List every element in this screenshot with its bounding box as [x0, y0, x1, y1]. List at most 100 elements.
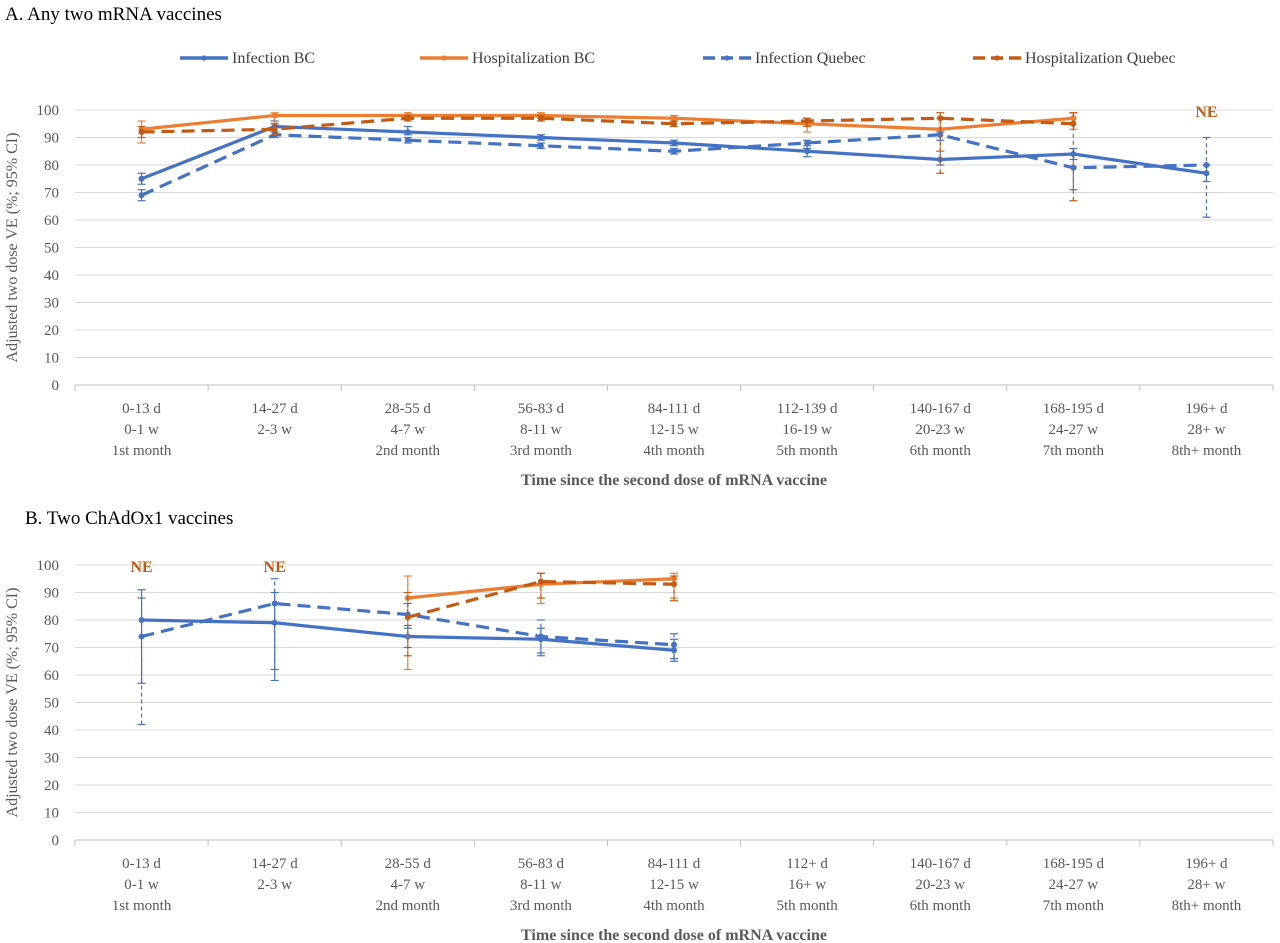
chart-legend: Infection BC Hospitalization BC Infection … [180, 50, 1176, 67]
data-point [1070, 120, 1077, 127]
y-tick-label: 90 [44, 586, 59, 602]
data-point [138, 129, 145, 135]
legend-item-hospitalization-bc: Hospitalization BC [420, 50, 595, 67]
x-tick-label: 2-3 w [257, 422, 292, 438]
x-axis-category-ticks [74, 840, 1274, 846]
legend-item-infection-bc: Infection BC [180, 50, 315, 67]
data-point [1070, 115, 1077, 122]
legend-item-hospitalization-quebec: Hospitalization Quebec [973, 50, 1176, 67]
x-tick-label: 2nd month [375, 898, 440, 914]
y-tick-label: 30 [44, 751, 59, 767]
x-tick-label: 112+ d [786, 856, 828, 872]
x-tick-label: 4-7 w [390, 877, 425, 893]
y-tick-label: 60 [44, 668, 59, 684]
y-tick-label: 80 [44, 613, 59, 629]
data-point [671, 120, 677, 127]
panel-a-chart: A. Any two mRNA vaccines 0 10 20 30 40 50 60 70 8… [4, 4, 1274, 489]
ne-annotation: NE [130, 559, 152, 576]
ne-annotation: NE [1195, 104, 1217, 121]
x-tick-label: 28-55 d [385, 856, 432, 872]
x-tick-label: 1st month [112, 898, 172, 914]
x-tick-label: 56-83 d [518, 856, 565, 872]
y-axis-ticks: 0 10 20 30 40 50 60 70 80 90 100 [37, 558, 60, 849]
data-point [1203, 162, 1210, 168]
x-tick-label: 0-1 w [124, 422, 159, 438]
x-tick-label: 5th month [776, 443, 838, 459]
data-point [404, 614, 411, 621]
y-tick-label: 70 [44, 641, 59, 657]
y-tick-label: 90 [44, 131, 59, 147]
data-point [671, 581, 677, 588]
y-tick-label: 0 [52, 833, 60, 849]
x-tick-label: 3rd month [510, 443, 573, 459]
legend-label: Hospitalization Quebec [1025, 50, 1176, 67]
y-tick-label: 50 [44, 696, 59, 712]
x-tick-label: 2nd month [375, 443, 440, 459]
data-point [404, 115, 411, 122]
data-point [271, 619, 278, 626]
legend-label: Infection Quebec [755, 50, 866, 67]
data-point [537, 134, 544, 141]
chart-title: B. Two ChAdOx1 vaccines [25, 508, 233, 529]
data-point [804, 148, 811, 155]
data-point [937, 115, 944, 122]
x-tick-label: 1st month [112, 443, 172, 459]
data-point [804, 140, 811, 146]
x-axis-labels: 0-13 d 0-1 w 1st month 14-27 d 2-3 w 28-55 d 4… [112, 856, 1242, 914]
data-point [404, 129, 411, 135]
y-tick-label: 20 [44, 323, 59, 339]
y-tick-label: 20 [44, 778, 59, 794]
y-tick-label: 30 [44, 296, 59, 312]
y-tick-label: 10 [44, 351, 59, 367]
x-axis-category-ticks [74, 385, 1274, 391]
y-tick-label: 10 [44, 806, 59, 822]
x-tick-label: 7th month [1043, 443, 1105, 459]
x-tick-label: 14-27 d [252, 856, 299, 872]
y-tick-label: 50 [44, 241, 59, 257]
data-point [671, 148, 677, 155]
x-tick-label: 196+ d [1185, 856, 1228, 872]
x-tick-label: 84-111 d [648, 856, 701, 872]
y-tick-label: 0 [52, 378, 60, 394]
x-tick-label: 28+ w [1187, 422, 1225, 438]
x-tick-label: 8-11 w [520, 422, 562, 438]
series-hospitalization-quebec [137, 112, 1078, 202]
x-axis-title: Time since the second dose of mRNA vacci… [521, 927, 827, 943]
data-point [537, 633, 544, 640]
x-tick-label: 140-167 d [910, 401, 972, 417]
data-point [671, 115, 677, 122]
data-point [537, 142, 544, 149]
data-point [804, 118, 811, 124]
legend-swatch-marker [724, 55, 730, 61]
x-tick-label: 28-55 d [385, 401, 432, 417]
x-tick-label: 6th month [910, 443, 972, 459]
y-tick-label: 80 [44, 158, 59, 174]
x-tick-label: 8th+ month [1172, 443, 1242, 459]
y-tick-label: 60 [44, 213, 59, 229]
x-tick-label: 112-139 d [777, 401, 838, 417]
x-tick-label: 24-27 w [1049, 422, 1099, 438]
chart-title: A. Any two mRNA vaccines [5, 4, 222, 25]
x-axis-labels: 0-13 d 0-1 w 1st month 14-27 d 2-3 w 28-55 d 4… [112, 401, 1242, 459]
x-tick-label: 7th month [1043, 898, 1105, 914]
x-tick-label: 4th month [643, 443, 705, 459]
series-line [141, 116, 1074, 134]
x-tick-label: 168-195 d [1043, 856, 1105, 872]
x-tick-label: 4th month [643, 898, 705, 914]
series-hospitalization-quebec [403, 572, 678, 657]
x-tick-label: 20-23 w [915, 877, 965, 893]
legend-item-infection-quebec: Infection Quebec [703, 50, 866, 67]
x-tick-label: 196+ d [1185, 401, 1228, 417]
data-point [671, 641, 677, 648]
x-axis-title: Time since the second dose of mRNA vacci… [521, 472, 827, 489]
x-tick-label: 6th month [910, 898, 972, 914]
data-point [271, 112, 278, 119]
data-point [138, 175, 145, 182]
y-axis-ticks: 0 10 20 30 40 50 60 70 80 90 100 [37, 103, 60, 394]
data-point [138, 192, 145, 199]
x-tick-label: 20-23 w [915, 422, 965, 438]
data-point [937, 156, 944, 163]
x-tick-label: 12-15 w [649, 422, 699, 438]
x-tick-label: 24-27 w [1049, 877, 1099, 893]
legend-swatch-marker [441, 55, 447, 61]
